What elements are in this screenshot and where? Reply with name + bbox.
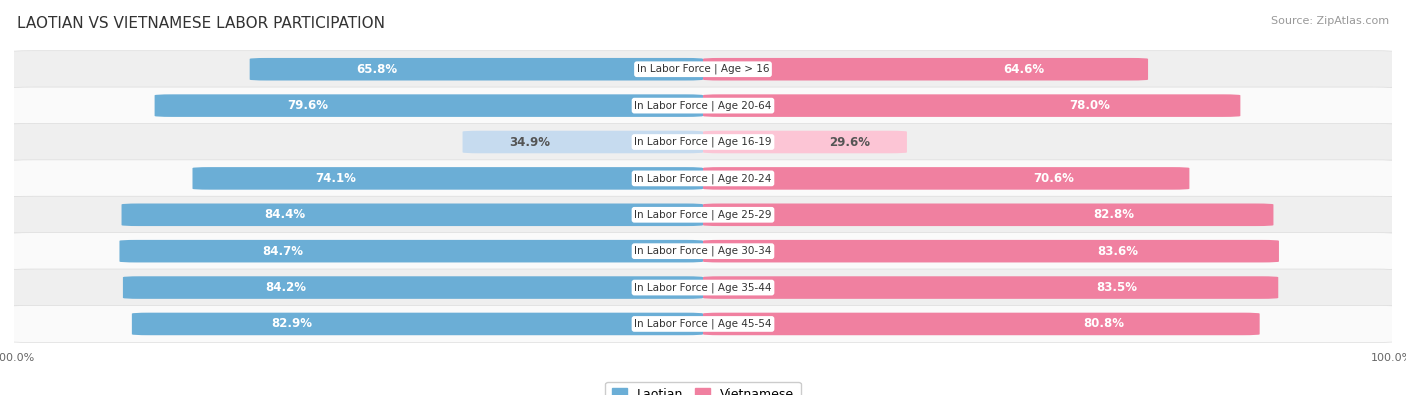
Text: In Labor Force | Age 35-44: In Labor Force | Age 35-44 [634, 282, 772, 293]
Text: 84.4%: 84.4% [264, 208, 305, 221]
Text: LAOTIAN VS VIETNAMESE LABOR PARTICIPATION: LAOTIAN VS VIETNAMESE LABOR PARTICIPATIO… [17, 16, 385, 31]
Text: In Labor Force | Age 45-54: In Labor Force | Age 45-54 [634, 319, 772, 329]
Text: 83.5%: 83.5% [1097, 281, 1137, 294]
FancyBboxPatch shape [193, 167, 703, 190]
FancyBboxPatch shape [703, 276, 1278, 299]
FancyBboxPatch shape [132, 313, 703, 335]
FancyBboxPatch shape [250, 58, 703, 81]
FancyBboxPatch shape [463, 131, 703, 153]
Text: In Labor Force | Age 20-64: In Labor Force | Age 20-64 [634, 100, 772, 111]
Text: 65.8%: 65.8% [356, 63, 396, 76]
FancyBboxPatch shape [703, 94, 1240, 117]
Text: In Labor Force | Age 16-19: In Labor Force | Age 16-19 [634, 137, 772, 147]
Text: 80.8%: 80.8% [1083, 318, 1125, 331]
Text: In Labor Force | Age 25-29: In Labor Force | Age 25-29 [634, 209, 772, 220]
FancyBboxPatch shape [120, 240, 703, 262]
FancyBboxPatch shape [7, 196, 1399, 233]
Text: 79.6%: 79.6% [288, 99, 329, 112]
Text: 84.7%: 84.7% [263, 245, 304, 258]
Text: 84.2%: 84.2% [264, 281, 307, 294]
FancyBboxPatch shape [155, 94, 703, 117]
Text: 29.6%: 29.6% [830, 135, 870, 149]
FancyBboxPatch shape [7, 51, 1399, 88]
Text: In Labor Force | Age 30-34: In Labor Force | Age 30-34 [634, 246, 772, 256]
FancyBboxPatch shape [703, 131, 907, 153]
Text: 82.9%: 82.9% [271, 318, 312, 331]
FancyBboxPatch shape [703, 203, 1274, 226]
FancyBboxPatch shape [703, 167, 1189, 190]
Text: Source: ZipAtlas.com: Source: ZipAtlas.com [1271, 16, 1389, 26]
Text: In Labor Force | Age > 16: In Labor Force | Age > 16 [637, 64, 769, 75]
FancyBboxPatch shape [122, 276, 703, 299]
Text: 82.8%: 82.8% [1094, 208, 1135, 221]
Text: 70.6%: 70.6% [1033, 172, 1074, 185]
Text: In Labor Force | Age 20-24: In Labor Force | Age 20-24 [634, 173, 772, 184]
FancyBboxPatch shape [7, 87, 1399, 124]
FancyBboxPatch shape [703, 240, 1279, 262]
FancyBboxPatch shape [703, 58, 1149, 81]
FancyBboxPatch shape [703, 313, 1260, 335]
FancyBboxPatch shape [7, 305, 1399, 342]
Text: 64.6%: 64.6% [1002, 63, 1045, 76]
Legend: Laotian, Vietnamese: Laotian, Vietnamese [605, 382, 801, 395]
FancyBboxPatch shape [7, 160, 1399, 197]
Text: 83.6%: 83.6% [1097, 245, 1139, 258]
Text: 34.9%: 34.9% [509, 135, 550, 149]
Text: 74.1%: 74.1% [315, 172, 356, 185]
Text: 78.0%: 78.0% [1070, 99, 1111, 112]
FancyBboxPatch shape [7, 124, 1399, 160]
FancyBboxPatch shape [121, 203, 703, 226]
FancyBboxPatch shape [7, 269, 1399, 306]
FancyBboxPatch shape [7, 233, 1399, 270]
